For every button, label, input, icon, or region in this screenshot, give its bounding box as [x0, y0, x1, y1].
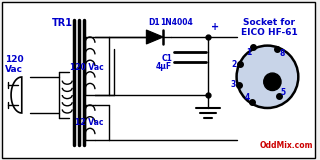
Text: 120
Vac: 120 Vac — [5, 55, 24, 74]
Polygon shape — [146, 30, 163, 44]
Circle shape — [236, 46, 298, 108]
Text: D1: D1 — [148, 18, 160, 27]
Text: 1N4004: 1N4004 — [160, 18, 193, 27]
Text: 8: 8 — [279, 49, 285, 58]
FancyBboxPatch shape — [2, 2, 315, 158]
Text: 5: 5 — [281, 88, 286, 96]
Text: 4: 4 — [245, 93, 250, 102]
Text: +: + — [211, 22, 219, 32]
Text: 12 Vac: 12 Vac — [75, 117, 104, 127]
Text: 2: 2 — [231, 60, 236, 68]
Text: 1: 1 — [247, 48, 252, 57]
Polygon shape — [11, 77, 22, 113]
Text: Socket for
EICO HF-61: Socket for EICO HF-61 — [241, 18, 297, 37]
Text: 120 Vac: 120 Vac — [70, 63, 104, 72]
Circle shape — [264, 73, 281, 91]
Text: C1: C1 — [161, 54, 172, 63]
Text: TR1: TR1 — [52, 18, 72, 28]
Text: 3: 3 — [230, 80, 236, 89]
Text: OddMix.com: OddMix.com — [260, 141, 314, 150]
Text: 4μF: 4μF — [156, 62, 172, 71]
